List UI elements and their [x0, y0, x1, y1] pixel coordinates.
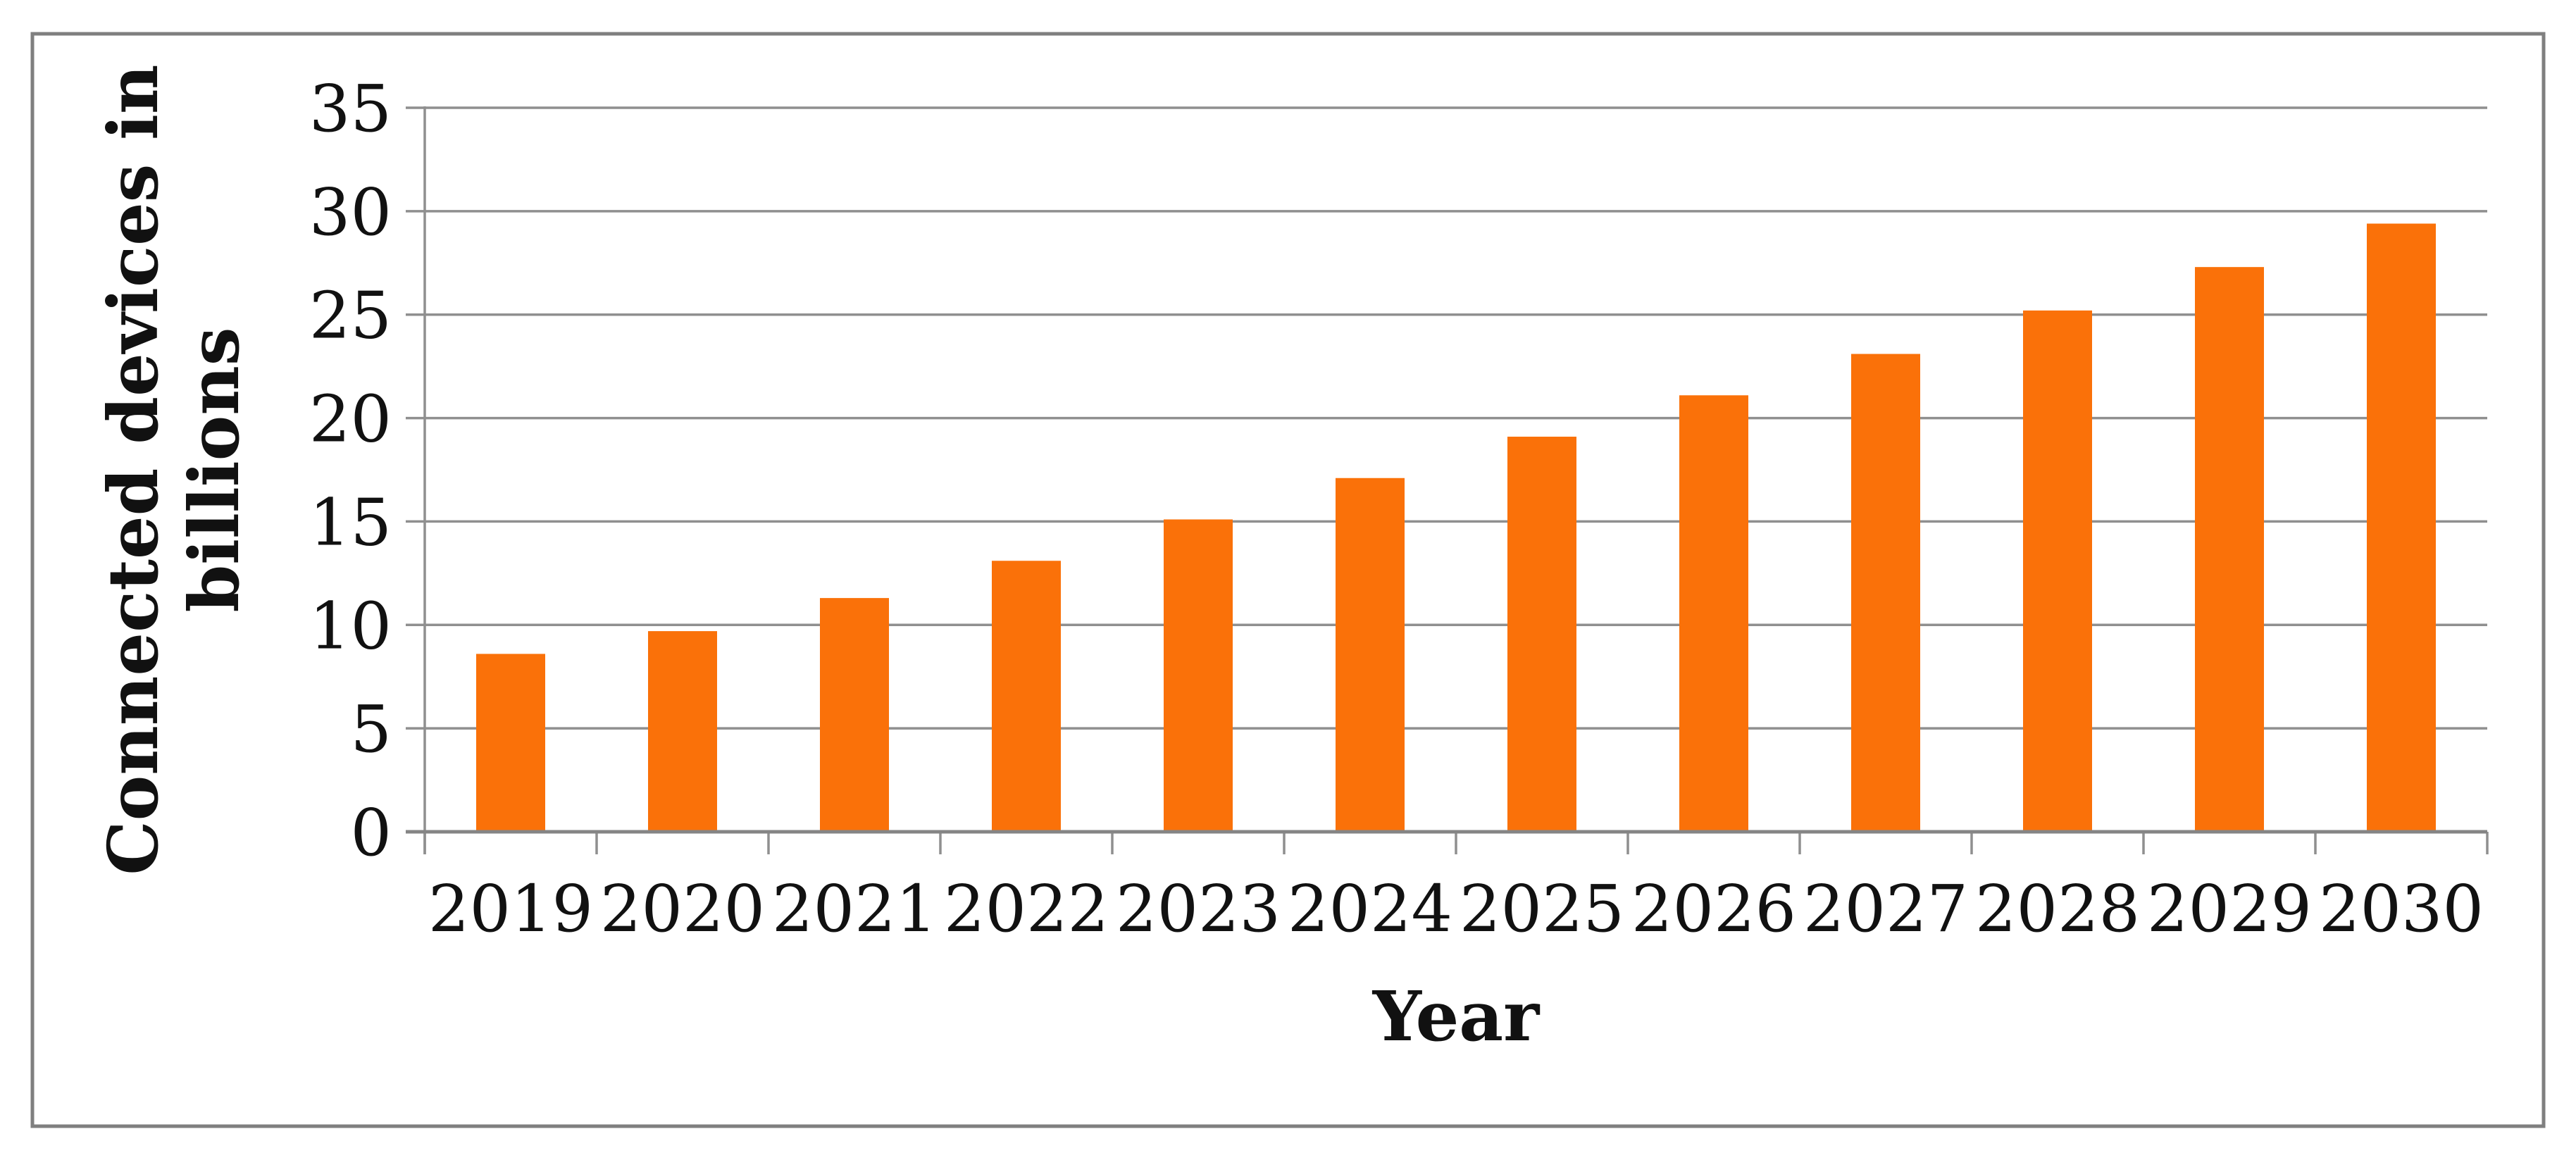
x-tick-label: 2030 [2319, 871, 2484, 947]
x-tick-label: 2025 [1460, 871, 1624, 947]
bars [476, 223, 2436, 832]
x-tick-labels: 2019 2020 2021 2022 2023 2024 2025 2026 2027 2028… [428, 871, 2484, 947]
y-tick-label: 20 [309, 382, 392, 457]
x-tick-label: 2026 [1631, 871, 1796, 947]
bar-2029 [2195, 267, 2264, 832]
bar-2025 [1507, 437, 1576, 832]
y-tick-labels: 0 5 10 15 20 25 30 35 [309, 71, 392, 871]
axes [406, 106, 2489, 854]
bar-2028 [2023, 310, 2092, 832]
bar-2023 [1164, 519, 1233, 832]
y-tick-label: 15 [309, 485, 392, 560]
x-tick-label: 2028 [1975, 871, 2140, 947]
y-tick-label: 0 [350, 795, 392, 871]
figure-border [30, 32, 2546, 1128]
y-tick-label: 25 [309, 278, 392, 354]
x-tick-label: 2020 [600, 871, 765, 947]
bar-2022 [992, 561, 1061, 832]
bar-2020 [648, 631, 717, 832]
bar-2024 [1336, 478, 1405, 832]
x-axis-title: Year [1372, 976, 1541, 1056]
x-tick-label: 2022 [944, 871, 1109, 947]
x-tick-label: 2024 [1288, 871, 1452, 947]
y-tick-label: 10 [309, 588, 392, 663]
y-tick-label: 35 [309, 71, 392, 146]
x-tick-label: 2019 [428, 871, 593, 947]
bar-2030 [2367, 223, 2436, 832]
y-tick-label: 30 [309, 175, 392, 250]
x-tick-label: 2021 [772, 871, 937, 947]
x-tick-label: 2023 [1116, 871, 1281, 947]
bar-2026 [1679, 395, 1748, 832]
gridlines [406, 106, 2487, 730]
y-axis-title-line-1: Connected devices in [93, 64, 173, 875]
bar-2021 [820, 598, 889, 832]
y-tick-label: 5 [350, 692, 392, 767]
bar-2019 [476, 654, 545, 832]
x-tick-label: 2029 [2147, 871, 2312, 947]
bar-2027 [1851, 354, 1920, 832]
y-axis-title-line-2: billions [174, 327, 254, 612]
x-tick-label: 2027 [1803, 871, 1968, 947]
